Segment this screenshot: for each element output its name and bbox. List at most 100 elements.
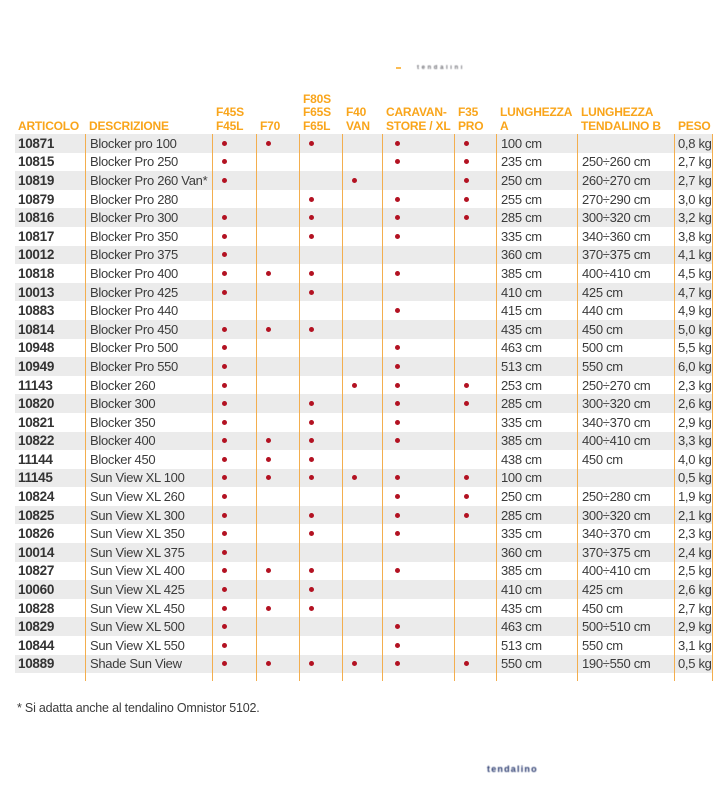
compatibility-dot-icon xyxy=(395,661,400,667)
table-row: 11143 Blocker 260 253 cm 250÷270 cm 2,3 kg xyxy=(15,375,713,395)
cell-articolo: 11143 xyxy=(15,375,86,395)
cell-articolo: 10825 xyxy=(15,505,86,525)
cell-compat-f35-pro xyxy=(455,580,497,599)
cell-compat-caravanstore-xl xyxy=(383,468,455,488)
cell-compat-f40-van xyxy=(343,264,383,283)
column-header-descrizione: DESCRIZIONE xyxy=(89,118,169,133)
table-row: 10825 Sun View XL 300 285 cm 300÷320 cm 2,1 … xyxy=(15,505,713,525)
cell-descrizione: Blocker Pro 300 xyxy=(86,208,213,227)
cell-compat-caravanstore-xl xyxy=(383,487,455,506)
cell-compat-f70 xyxy=(257,375,300,395)
cell-compat-caravanstore-xl xyxy=(383,617,455,637)
cell-peso: 2,6 kg xyxy=(675,394,713,413)
cell-articolo: 10013 xyxy=(15,282,86,302)
cell-compat-f35-pro xyxy=(455,357,497,376)
table-bottom-ticks xyxy=(15,673,713,682)
cell-compat-f45s-f45l xyxy=(213,152,257,172)
cell-compat-f80s-f65s-f65l xyxy=(300,505,343,525)
compatibility-dot-icon xyxy=(395,382,400,388)
cell-compat-f45s-f45l xyxy=(213,505,257,525)
cell-lunghezza-b: 300÷320 cm xyxy=(578,394,675,413)
table-row: 10889 Shade Sun View 550 cm 190÷550 cm 0,5 k… xyxy=(15,654,713,674)
cell-lunghezza-a: 235 cm xyxy=(497,152,578,172)
compatibility-dot-icon xyxy=(222,549,227,555)
compatibility-dot-icon xyxy=(266,438,271,444)
cell-compat-caravanstore-xl xyxy=(383,357,455,376)
cropped-bottom-caption: tendalino xyxy=(487,764,538,774)
compatibility-dot-icon xyxy=(266,270,271,276)
cell-peso: 0,8 kg xyxy=(675,134,713,153)
cell-peso: 2,9 kg xyxy=(675,412,713,432)
cell-peso: 2,1 kg xyxy=(675,505,713,525)
cell-lunghezza-a: 250 cm xyxy=(497,171,578,190)
footnote: * Si adatta anche al tendalino Omnistor … xyxy=(17,701,260,715)
compatibility-dot-icon xyxy=(464,177,469,183)
compatibility-dot-icon xyxy=(222,401,227,407)
table-row: 10824 Sun View XL 260 250 cm 250÷280 cm 1,9 … xyxy=(15,487,713,506)
cell-compat-caravanstore-xl xyxy=(383,134,455,153)
compatibility-dot-icon xyxy=(395,419,400,425)
cell-lunghezza-a: 100 cm xyxy=(497,134,578,153)
table-row: 10816 Blocker Pro 300 285 cm 300÷320 cm 3,2 … xyxy=(15,208,713,227)
cell-compat-f45s-f45l xyxy=(213,431,257,451)
cell-lunghezza-a: 435 cm xyxy=(497,319,578,339)
column-header-lunghezza-tendalino-b: LUNGHEZZA TENDALINO B xyxy=(581,105,661,133)
table-row: 11144 Blocker 450 438 cm 450 cm 4,0 kg xyxy=(15,450,713,469)
cell-compat-f35-pro xyxy=(455,375,497,395)
cell-compat-f70 xyxy=(257,394,300,413)
cell-peso: 3,2 kg xyxy=(675,208,713,227)
cell-articolo: 10014 xyxy=(15,543,86,562)
cell-peso: 3,0 kg xyxy=(675,189,713,209)
cell-compat-f40-van xyxy=(343,543,383,562)
column-header-peso: PESO xyxy=(678,118,711,133)
cell-peso: 2,7 kg xyxy=(675,152,713,172)
cell-compat-f80s-f65s-f65l xyxy=(300,171,343,190)
cell-lunghezza-b: 270÷290 cm xyxy=(578,189,675,209)
cell-compat-caravanstore-xl xyxy=(383,431,455,451)
cell-compat-f70 xyxy=(257,319,300,339)
compatibility-dot-icon xyxy=(222,159,227,165)
cell-peso: 3,1 kg xyxy=(675,636,713,655)
cell-compat-caravanstore-xl xyxy=(383,505,455,525)
cell-descrizione: Sun View XL 425 xyxy=(86,580,213,599)
cell-lunghezza-a: 285 cm xyxy=(497,394,578,413)
cell-lunghezza-b: 250÷260 cm xyxy=(578,152,675,172)
table-row: 10014 Sun View XL 375 360 cm 370÷375 cm 2,4 … xyxy=(15,543,713,562)
cell-lunghezza-b: 260÷270 cm xyxy=(578,171,675,190)
cell-articolo: 10844 xyxy=(15,636,86,655)
table-row: 10948 Blocker Pro 500 463 cm 500 cm 5,5 kg xyxy=(15,338,713,358)
cell-compat-f80s-f65s-f65l xyxy=(300,152,343,172)
compatibility-dot-icon xyxy=(309,196,314,202)
compatibility-dot-icon xyxy=(395,531,400,537)
cell-compat-f35-pro xyxy=(455,561,497,581)
cell-compat-f35-pro xyxy=(455,450,497,469)
compatibility-dot-icon xyxy=(222,140,227,146)
cell-lunghezza-b: 300÷320 cm xyxy=(578,208,675,227)
compatibility-dot-icon xyxy=(309,270,314,276)
cell-lunghezza-b xyxy=(578,134,675,153)
cell-compat-f40-van xyxy=(343,375,383,395)
cell-lunghezza-b: 500÷510 cm xyxy=(578,617,675,637)
cell-compat-f80s-f65s-f65l xyxy=(300,375,343,395)
cell-peso: 2,3 kg xyxy=(675,524,713,544)
compatibility-dot-icon xyxy=(395,624,400,630)
cell-descrizione: Blocker 300 xyxy=(86,394,213,413)
cell-compat-f70 xyxy=(257,524,300,544)
compatibility-dot-icon xyxy=(222,456,227,462)
compatibility-dot-icon xyxy=(395,438,400,444)
cell-compat-caravanstore-xl xyxy=(383,375,455,395)
cell-compat-caravanstore-xl xyxy=(383,636,455,655)
cell-lunghezza-a: 285 cm xyxy=(497,208,578,227)
cell-compat-f70 xyxy=(257,226,300,246)
cell-compat-f80s-f65s-f65l xyxy=(300,654,343,674)
cropped-top-caption: tendalini xyxy=(396,62,465,74)
cell-descrizione: Blocker Pro 440 xyxy=(86,301,213,320)
compatibility-dot-icon xyxy=(222,568,227,574)
cell-compat-f45s-f45l xyxy=(213,524,257,544)
cell-compat-f35-pro xyxy=(455,636,497,655)
cell-descrizione: Sun View XL 100 xyxy=(86,468,213,488)
compatibility-dot-icon xyxy=(222,512,227,518)
compatibility-dot-icon xyxy=(395,512,400,518)
cell-compat-f35-pro xyxy=(455,543,497,562)
compatibility-dot-icon xyxy=(395,159,400,165)
